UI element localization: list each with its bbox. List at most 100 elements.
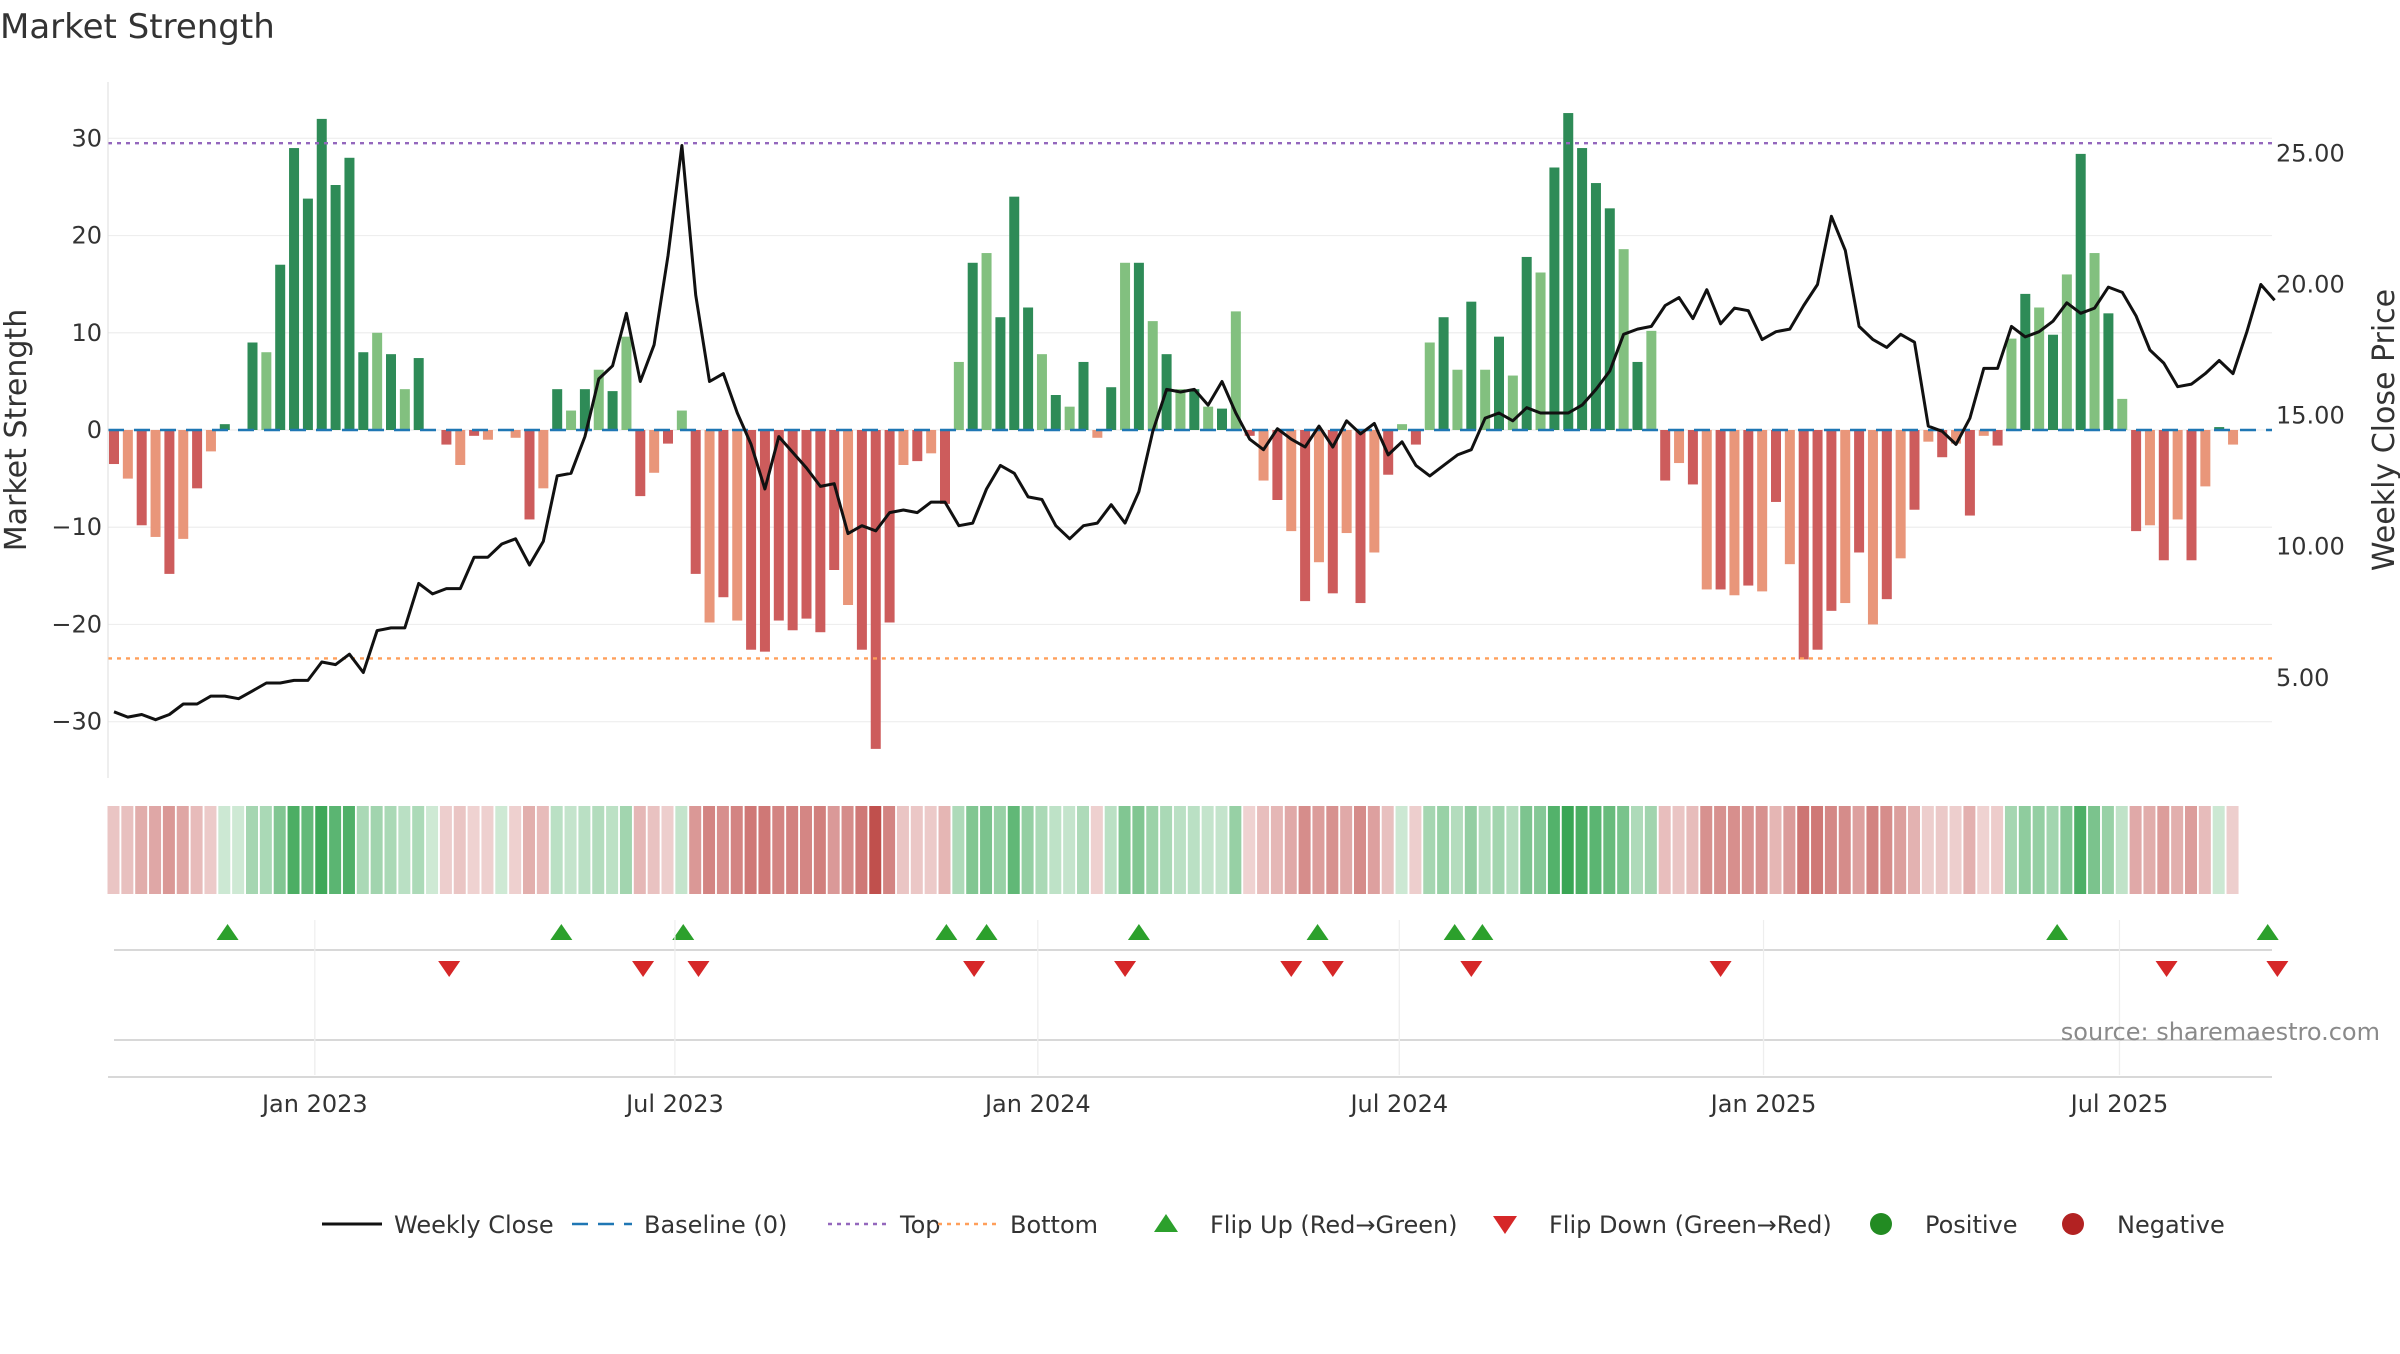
strength-bar bbox=[1701, 430, 1712, 590]
flip-down-marker bbox=[687, 961, 710, 977]
y-left-tick-label: −20 bbox=[51, 610, 102, 638]
y-right-tick-label: 10.00 bbox=[2276, 533, 2345, 561]
heat-cell bbox=[190, 806, 203, 894]
strength-bar bbox=[690, 430, 701, 574]
heat-cell bbox=[1908, 806, 1920, 894]
flip-up-marker bbox=[935, 924, 958, 940]
strength-bar bbox=[302, 198, 313, 430]
heat-cell bbox=[1354, 806, 1366, 894]
strength-bar bbox=[2034, 307, 2045, 430]
heat-cell bbox=[1547, 806, 1560, 894]
flip-up-marker bbox=[1127, 924, 1150, 940]
heat-cell bbox=[301, 806, 314, 894]
gridlines bbox=[108, 137, 2272, 723]
flip-up-marker bbox=[2046, 924, 2069, 940]
strength-bar bbox=[2214, 427, 2225, 430]
strength-bar bbox=[759, 430, 770, 652]
heat-cell bbox=[1007, 806, 1020, 894]
heat-cell bbox=[204, 806, 217, 894]
heat-cell bbox=[2143, 806, 2156, 894]
legend: Weekly Close Baseline (0) Top Bottom Flip Up… bbox=[322, 1211, 2225, 1239]
heat-cell bbox=[1146, 806, 1159, 894]
strength-bar bbox=[469, 430, 480, 436]
heat-cell bbox=[1824, 806, 1837, 894]
strength-bar bbox=[1272, 430, 1283, 500]
strength-bar bbox=[1369, 430, 1380, 553]
flip-down-marker bbox=[963, 961, 986, 977]
heat-cell bbox=[1367, 806, 1380, 894]
legend-label: Weekly Close bbox=[394, 1211, 554, 1239]
strength-bar bbox=[704, 430, 715, 623]
heat-cell bbox=[1520, 806, 1533, 894]
strength-bar bbox=[247, 342, 258, 430]
strength-bar bbox=[1660, 430, 1671, 481]
heat-cell bbox=[1173, 806, 1186, 894]
strength-bar bbox=[1771, 430, 1781, 502]
strength-bar bbox=[1078, 361, 1089, 430]
strength-bar bbox=[122, 430, 133, 479]
heat-cell bbox=[800, 806, 812, 894]
heat-cell bbox=[1672, 806, 1685, 894]
heat-cell bbox=[2115, 806, 2128, 894]
heat-cell bbox=[1963, 806, 1976, 894]
heat-cell bbox=[980, 806, 993, 894]
heat-cell bbox=[176, 806, 189, 894]
heat-cell bbox=[675, 806, 688, 894]
heat-cell bbox=[2226, 806, 2239, 894]
heat-cell bbox=[342, 806, 355, 894]
heat-cell bbox=[1423, 806, 1436, 894]
strength-bar bbox=[164, 430, 175, 574]
legend-item: Flip Up (Red→Green) bbox=[1154, 1211, 1458, 1239]
strength-bars bbox=[109, 113, 2239, 749]
strength-bar bbox=[1009, 196, 1020, 430]
heat-cell bbox=[2046, 806, 2059, 894]
strength-bar bbox=[801, 430, 812, 619]
price-line-group bbox=[113, 144, 2276, 722]
strength-bar bbox=[815, 430, 826, 633]
strength-bar bbox=[1826, 430, 1837, 611]
heat-cell bbox=[2060, 806, 2073, 894]
heat-cell bbox=[2157, 806, 2170, 894]
heat-cell bbox=[1644, 806, 1657, 894]
heat-cell bbox=[1658, 806, 1671, 894]
strength-bar bbox=[205, 430, 216, 452]
strength-bar bbox=[1397, 424, 1408, 430]
legend-item: Top bbox=[828, 1211, 941, 1239]
heat-cell bbox=[1021, 806, 1034, 894]
heat-cell bbox=[689, 806, 702, 894]
heat-cell bbox=[1187, 806, 1200, 894]
strength-bar bbox=[1632, 361, 1643, 430]
heat-cell bbox=[135, 806, 148, 894]
heat-cell bbox=[1866, 806, 1879, 894]
strength-bar bbox=[1909, 430, 1920, 510]
y-right-tick-label: 25.00 bbox=[2276, 139, 2345, 167]
strength-bar bbox=[898, 430, 909, 465]
flip-down-marker bbox=[632, 961, 655, 977]
legend-swatch bbox=[1493, 1216, 1517, 1234]
strength-bar bbox=[1106, 387, 1117, 430]
strength-bar bbox=[1757, 430, 1768, 592]
strength-bar bbox=[1646, 330, 1657, 430]
strength-bar bbox=[981, 253, 992, 430]
strength-bar bbox=[1549, 167, 1560, 430]
heat-cell bbox=[647, 806, 660, 894]
heat-cell bbox=[2032, 806, 2045, 894]
strength-bar bbox=[1590, 183, 1601, 430]
legend-item: Negative bbox=[2062, 1211, 2225, 1239]
heat-cell bbox=[1700, 806, 1713, 894]
heat-cell bbox=[1035, 806, 1048, 894]
legend-item: Flip Down (Green→Red) bbox=[1493, 1211, 1832, 1239]
strength-bar bbox=[372, 332, 383, 430]
strength-bar bbox=[635, 430, 646, 497]
heat-cell bbox=[1395, 806, 1408, 894]
heat-cell bbox=[938, 806, 951, 894]
strength-bar bbox=[746, 430, 757, 650]
heat-cell bbox=[966, 806, 979, 894]
heat-cell bbox=[1935, 806, 1948, 894]
heat-cell bbox=[246, 806, 258, 894]
heat-cell bbox=[1201, 806, 1214, 894]
strength-bar bbox=[995, 317, 1006, 430]
heat-cell bbox=[564, 806, 577, 894]
strength-bar bbox=[870, 430, 881, 749]
y-left-tick-label: 30 bbox=[71, 124, 102, 152]
